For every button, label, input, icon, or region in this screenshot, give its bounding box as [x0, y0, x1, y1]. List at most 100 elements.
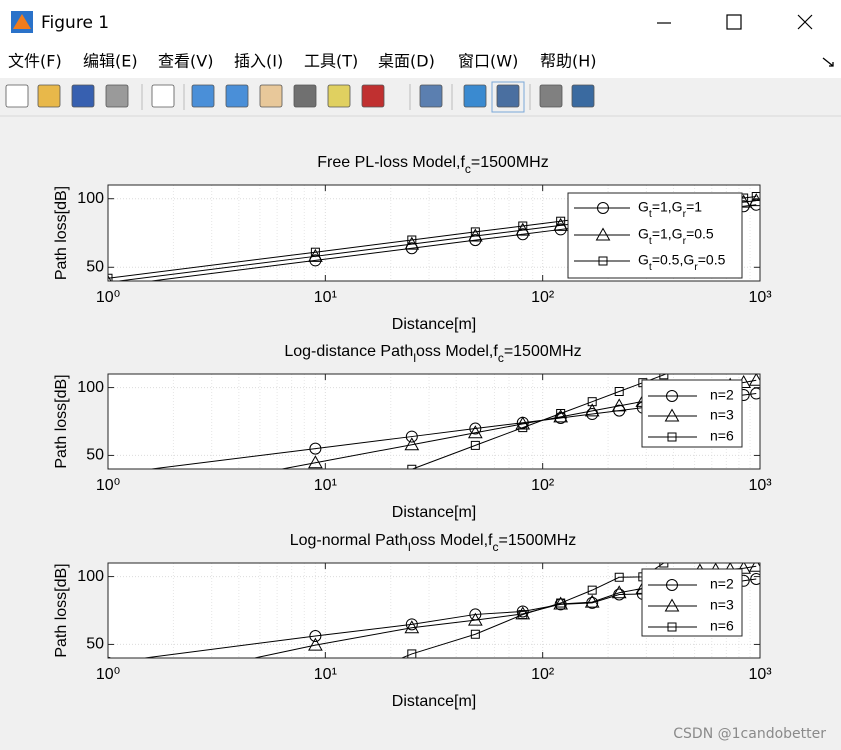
- marker: [553, 596, 569, 610]
- toolbar-button[interactable]: [361, 84, 385, 108]
- x-tick-label: 10²: [531, 289, 555, 306]
- toolbar-button[interactable]: [571, 84, 595, 108]
- marker: [664, 598, 680, 612]
- y-axis-label: Path loss[dB]: [53, 563, 70, 657]
- marker: [659, 374, 669, 380]
- close-button[interactable]: [797, 14, 813, 30]
- marker: [470, 629, 480, 639]
- menu-item[interactable]: 窗口(W): [458, 52, 518, 71]
- marker: [309, 630, 322, 643]
- y-tick-label: 100: [77, 379, 104, 396]
- toolbar-button[interactable]: [225, 84, 249, 108]
- x-tick-label: 10³: [748, 477, 772, 494]
- y-tick-label: 50: [86, 259, 104, 276]
- marker: [310, 247, 320, 257]
- marker: [470, 227, 480, 237]
- marker: [308, 455, 323, 469]
- x-axis-label: Distance[m]: [392, 504, 476, 521]
- marker: [308, 248, 323, 262]
- menu-item[interactable]: 工具(T): [304, 52, 358, 71]
- axes: 10⁰ 10¹ 10² 10³ 50 100 Log-normal Pathloss Mod…: [53, 532, 772, 710]
- marker: [614, 387, 624, 397]
- marker: [587, 585, 597, 595]
- marker: [587, 397, 597, 407]
- toolbar-button[interactable]: [463, 84, 487, 108]
- marker: [407, 464, 417, 469]
- menu-item[interactable]: 查看(V): [158, 52, 213, 71]
- legend-box: [641, 568, 743, 637]
- marker: [404, 620, 420, 634]
- x-tick-label: 10⁰: [96, 477, 120, 494]
- menu-item[interactable]: 编辑(E): [83, 52, 138, 71]
- menu-item[interactable]: 插入(I): [234, 52, 283, 71]
- toolbar-button[interactable]: [5, 84, 29, 108]
- marker: [556, 598, 566, 608]
- marker: [751, 192, 760, 202]
- marker: [595, 227, 611, 241]
- marker: [469, 422, 482, 435]
- toolbar-button[interactable]: [191, 84, 215, 108]
- toolbar-button[interactable]: [151, 84, 175, 108]
- legend-box: [641, 379, 743, 448]
- axes: 10⁰ 10¹ 10² 10³ 50 100 Log-distance Pathloss M…: [53, 343, 772, 521]
- x-tick-label: 10¹: [314, 666, 337, 683]
- axes-frame: [107, 184, 761, 282]
- toolbar-button[interactable]: [419, 84, 443, 108]
- marker: [467, 228, 483, 242]
- marker: [614, 572, 624, 582]
- toolbar-button[interactable]: [496, 84, 520, 108]
- marker: [611, 585, 627, 599]
- axes-frame: [107, 562, 761, 659]
- toolbar-button[interactable]: [293, 84, 317, 108]
- marker: [664, 408, 680, 422]
- toolbar-button[interactable]: [105, 84, 129, 108]
- toolbar-button[interactable]: [539, 84, 563, 108]
- x-tick-label: 10⁰: [96, 666, 120, 683]
- x-tick-label: 10⁰: [96, 289, 120, 306]
- x-axis-label: Distance[m]: [392, 316, 476, 333]
- y-axis-label: Path loss[dB]: [53, 374, 70, 468]
- marker: [666, 579, 678, 591]
- x-tick-label: 10³: [748, 289, 772, 306]
- marker: [404, 437, 420, 451]
- toolbar-button[interactable]: [37, 84, 61, 108]
- toolbar-button[interactable]: [327, 84, 351, 108]
- marker: [556, 408, 566, 418]
- marker: [611, 398, 627, 412]
- marker: [470, 440, 480, 450]
- watermark: CSDN @1candobetter: [673, 726, 826, 742]
- marker: [659, 563, 669, 568]
- app-icon: [11, 11, 33, 33]
- marker: [736, 563, 752, 574]
- marker: [598, 256, 608, 266]
- marker: [308, 637, 323, 651]
- marker: [518, 610, 528, 620]
- marker: [407, 235, 417, 245]
- chart-title: Log-distance Pathloss Model,fc=1500MHz: [284, 343, 581, 365]
- toolbar-button[interactable]: [259, 84, 283, 108]
- legend-label: Gt=0.5,Gr=0.5: [638, 252, 726, 273]
- maximize-button[interactable]: [726, 14, 742, 30]
- dock-arrow[interactable]: [822, 57, 834, 67]
- legend-label: n=6: [710, 428, 734, 444]
- x-tick-label: 10³: [748, 666, 772, 683]
- marker: [750, 573, 760, 586]
- series-line: [411, 374, 668, 469]
- x-tick-label: 10²: [531, 666, 555, 683]
- legend-label: Gt=1,Gr=0.5: [638, 226, 714, 247]
- marker: [404, 236, 420, 250]
- menu-item[interactable]: 文件(F): [8, 52, 62, 71]
- legend-label: n=3: [710, 597, 734, 613]
- menu-item[interactable]: 桌面(D): [378, 52, 435, 71]
- legend-label: n=2: [710, 387, 734, 403]
- chart-title: Log-normal Pathloss Model,fc=1500MHz: [290, 532, 577, 554]
- x-tick-label: 10²: [531, 477, 555, 494]
- marker: [467, 612, 483, 626]
- marker: [405, 430, 418, 443]
- menu-item[interactable]: 帮助(H): [540, 52, 597, 71]
- marker: [584, 403, 600, 417]
- marker: [556, 216, 566, 226]
- marker: [667, 622, 677, 632]
- toolbar-button[interactable]: [71, 84, 95, 108]
